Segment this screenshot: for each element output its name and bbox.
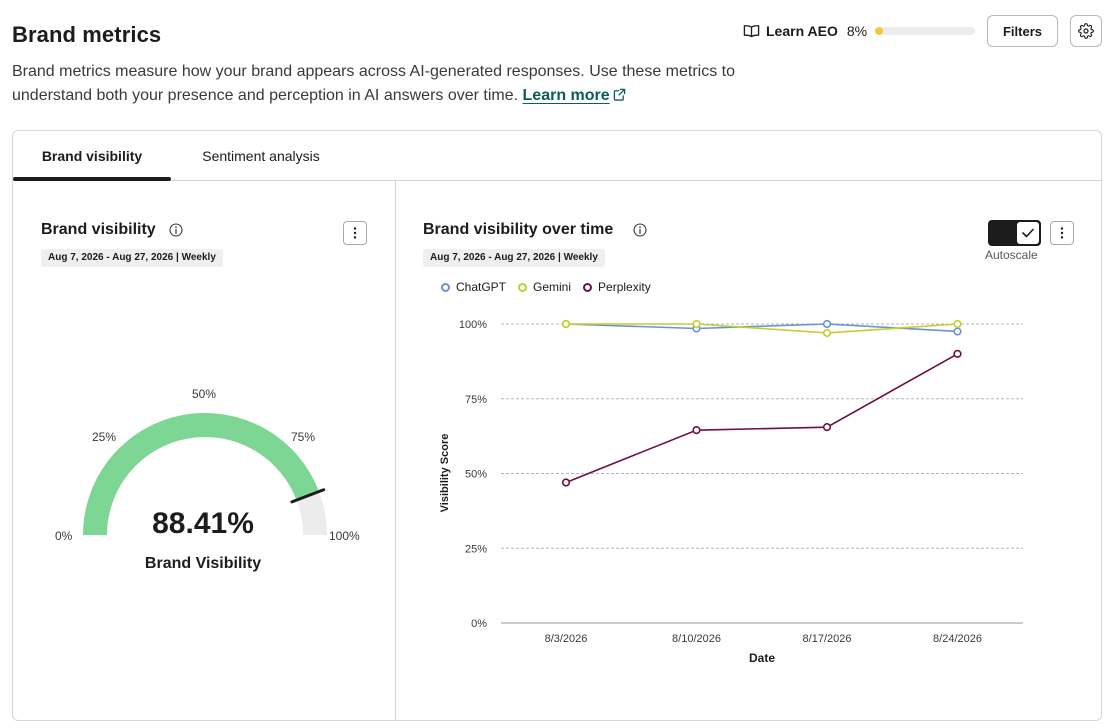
gauge-fill	[83, 413, 319, 536]
active-tab-indicator	[13, 177, 171, 181]
legend-label: Perplexity	[598, 280, 651, 294]
gauge-caption: Brand Visibility	[144, 555, 262, 572]
x-tick-label: 8/3/2026	[545, 633, 588, 645]
info-icon[interactable]	[633, 223, 647, 237]
autoscale-knob	[1017, 222, 1039, 244]
data-point-perplexity[interactable]	[692, 426, 701, 435]
data-point-chatgpt[interactable]	[953, 327, 962, 336]
legend-label: ChatGPT	[456, 280, 507, 294]
gauge-needle	[290, 488, 326, 504]
page-description-text: Brand metrics measure how your brand app…	[12, 63, 736, 104]
filters-button[interactable]: Filters	[987, 15, 1058, 47]
date-range-badge: Aug 7, 2026 - Aug 27, 2026 | Weekly	[423, 249, 605, 267]
visibility-menu-button[interactable]	[343, 221, 367, 245]
legend-marker	[441, 282, 450, 292]
learn-aeo[interactable]: Learn AEO 8%	[743, 22, 976, 40]
data-point-gemini[interactable]	[953, 319, 962, 329]
y-tick-label: 50%	[465, 469, 487, 481]
y-tick-label: 75%	[465, 394, 487, 406]
legend-label: Gemini	[533, 280, 572, 294]
data-point-perplexity[interactable]	[822, 423, 832, 432]
legend-item-gemini[interactable]: Gemini	[518, 280, 571, 294]
learn-more-label[interactable]: Learn more	[522, 87, 610, 104]
x-tick-label: 8/24/2026	[933, 633, 982, 645]
tab-sentiment-analysis[interactable]: Sentiment analysis	[179, 131, 343, 181]
visibility-line-chart: 0% 25% 50% 75% 100% 8/3/2026 8/10/2026 8/17/202…	[439, 319, 1023, 665]
legend-item-perplexity[interactable]: Perplexity	[583, 280, 651, 294]
learn-aeo-label[interactable]: Learn AEO	[766, 23, 838, 39]
kebab-icon	[1060, 227, 1064, 239]
learn-aeo-progress-fill	[875, 27, 884, 35]
gear-icon	[1078, 23, 1094, 39]
learn-aeo-progress-bar	[875, 27, 976, 35]
y-axis-title: Visibility Score	[439, 434, 451, 513]
x-tick-label: 8/10/2026	[672, 633, 721, 645]
tab-brand-visibility[interactable]: Brand visibility	[13, 131, 171, 181]
settings-button[interactable]	[1070, 15, 1102, 47]
autoscale-toggle[interactable]	[988, 220, 1041, 246]
tab-bar: Brand visibility Sentiment analysis	[13, 131, 1101, 181]
info-icon[interactable]	[169, 223, 183, 237]
gauge-tick-label: 0%	[55, 529, 73, 543]
panel-divider	[395, 181, 396, 720]
gauge-tick-label: 50%	[192, 387, 217, 401]
data-point-gemini[interactable]	[692, 319, 701, 329]
book-icon	[743, 25, 760, 38]
tab-label[interactable]: Sentiment analysis	[202, 148, 320, 164]
tab-label[interactable]: Brand visibility	[41, 148, 143, 164]
trend-menu-button[interactable]	[1050, 221, 1074, 245]
y-tick-label: 100%	[459, 319, 487, 331]
gauge-tick-label: 100%	[329, 529, 360, 543]
series-line-perplexity	[565, 353, 958, 484]
brand-visibility-title: Brand visibility	[41, 221, 156, 238]
legend-marker	[583, 282, 593, 292]
legend-marker	[518, 282, 528, 292]
x-axis-title: Date	[749, 651, 775, 665]
page-title: Brand metrics	[12, 22, 162, 47]
series-line-gemini	[566, 323, 958, 334]
learn-more-link[interactable]: Learn more	[523, 87, 626, 104]
gauge-tick-label: 75%	[291, 430, 316, 444]
learn-aeo-percent: 8%	[846, 23, 868, 39]
gauge-value: 88.41%	[152, 507, 254, 540]
data-point-perplexity[interactable]	[561, 478, 571, 487]
data-point-chatgpt[interactable]	[822, 319, 832, 329]
page-description: Brand metrics measure how your brand app…	[12, 60, 772, 108]
y-tick-label: 25%	[465, 543, 487, 555]
y-tick-label: 0%	[471, 618, 487, 630]
autoscale-label: Autoscale	[985, 248, 1038, 262]
date-range-badge: Aug 7, 2026 - Aug 27, 2026 | Weekly	[41, 249, 223, 267]
visibility-over-time-title: Brand visibility over time	[423, 221, 614, 238]
gauge-chart	[83, 413, 327, 536]
x-tick-label: 8/17/2026	[803, 633, 852, 645]
data-point-gemini[interactable]	[561, 319, 571, 329]
brand-metrics-card: Brand visibility Sentiment analysis Bran…	[12, 130, 1102, 721]
data-point-gemini[interactable]	[822, 328, 832, 338]
gauge-tick-label: 25%	[92, 430, 117, 444]
chart-legend: ChatGPT Gemini Perplexity	[441, 280, 663, 294]
legend-item-chatgpt[interactable]: ChatGPT	[441, 280, 506, 294]
check-icon	[1022, 228, 1034, 238]
external-link-icon	[613, 88, 625, 101]
kebab-icon	[353, 227, 357, 239]
data-point-perplexity[interactable]	[953, 349, 962, 358]
